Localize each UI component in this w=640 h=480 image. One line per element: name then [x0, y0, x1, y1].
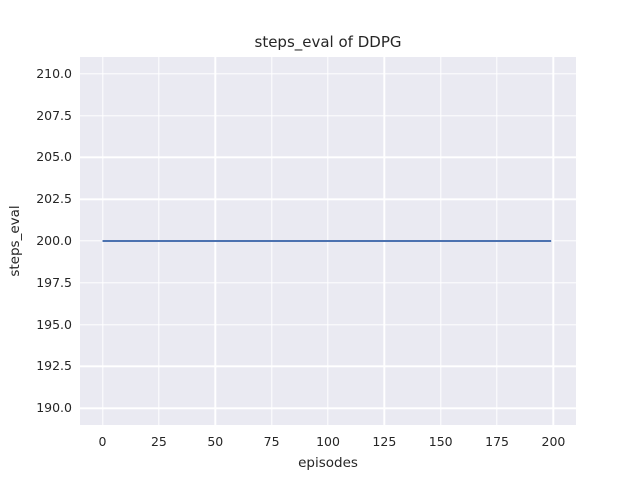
- gridline-horizontal: [80, 282, 576, 284]
- y-tick-label: 200.0: [36, 233, 72, 248]
- gridline-horizontal: [80, 323, 576, 326]
- gridline-horizontal: [80, 407, 576, 409]
- x-tick-label: 200: [541, 434, 566, 449]
- plot-lines: [102, 240, 552, 242]
- y-tick-label: 195.0: [36, 316, 72, 332]
- gridline-horizontal: [80, 198, 576, 200]
- x-tick-label: 75: [263, 434, 280, 449]
- y-tick-label: 202.5: [36, 191, 72, 207]
- chart-title: steps_eval of DDPG: [254, 33, 402, 51]
- x-tick-label: 25: [150, 434, 167, 449]
- x-tick-label: 125: [372, 434, 397, 449]
- x-tick-label: 50: [207, 434, 224, 449]
- x-tick-label: 100: [316, 434, 340, 449]
- y-tick-label: 210.0: [36, 65, 72, 81]
- x-axis-label: episodes: [298, 455, 358, 471]
- gridline-horizontal: [80, 156, 576, 159]
- gridline-horizontal: [80, 365, 576, 368]
- x-tick-label: 175: [485, 434, 509, 449]
- gridline-horizontal: [80, 114, 576, 117]
- y-tick-label: 207.5: [36, 107, 72, 123]
- y-tick-label: 190.0: [36, 400, 72, 416]
- y-tick-label: 192.5: [36, 358, 72, 374]
- axes: [80, 57, 576, 425]
- x-tick-label: 0: [98, 434, 107, 449]
- y-tick-label: 205.0: [36, 149, 72, 165]
- y-tick-label: 197.5: [36, 274, 72, 290]
- x-tick-label: 150: [428, 434, 453, 449]
- gridline-horizontal: [80, 73, 576, 75]
